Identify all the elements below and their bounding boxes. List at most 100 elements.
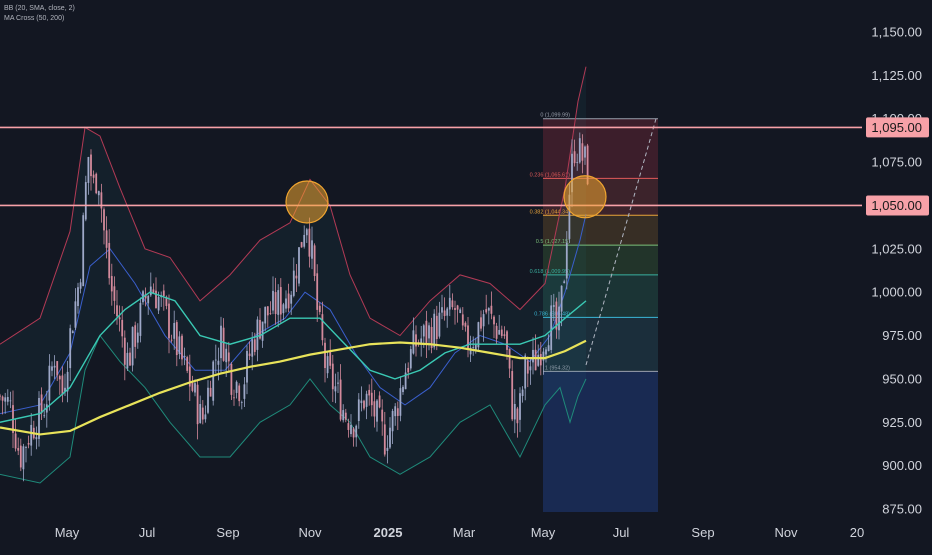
candle-body[interactable] <box>251 339 254 357</box>
candle-body[interactable] <box>272 290 274 311</box>
candle-body[interactable] <box>56 361 59 376</box>
candle-body[interactable] <box>329 351 332 366</box>
candle-body[interactable] <box>212 361 215 401</box>
candle-body[interactable] <box>191 382 194 391</box>
candle-body[interactable] <box>292 270 295 296</box>
candle-body[interactable] <box>480 317 482 329</box>
candle-body[interactable] <box>532 349 534 363</box>
candle-body[interactable] <box>456 305 459 310</box>
candle-body[interactable] <box>441 307 443 313</box>
candle-body[interactable] <box>181 335 183 360</box>
candle-body[interactable] <box>368 389 371 396</box>
candle-body[interactable] <box>578 138 581 163</box>
candle-body[interactable] <box>64 387 66 392</box>
candle-body[interactable] <box>552 305 555 307</box>
candle-body[interactable] <box>207 387 209 413</box>
candle-body[interactable] <box>77 287 79 307</box>
candle-body[interactable] <box>277 290 280 315</box>
candle-body[interactable] <box>376 400 378 422</box>
candle-body[interactable] <box>461 314 464 326</box>
candle-body[interactable] <box>477 322 480 348</box>
candle-body[interactable] <box>534 349 537 371</box>
candle-body[interactable] <box>581 143 584 161</box>
candle-body[interactable] <box>303 234 306 247</box>
candle-body[interactable] <box>131 326 134 366</box>
candle-body[interactable] <box>558 306 560 331</box>
plot-area[interactable]: 0 (1,099.99) 0.236 (1,065.61) 0.382 (1,044… <box>0 66 658 512</box>
candle-body[interactable] <box>204 414 207 420</box>
candle-body[interactable] <box>482 314 485 327</box>
candle-body[interactable] <box>547 345 550 352</box>
candle-body[interactable] <box>30 424 33 446</box>
candle-body[interactable] <box>300 242 303 248</box>
candle-body[interactable] <box>321 314 324 341</box>
candle-body[interactable] <box>282 304 285 314</box>
candle-body[interactable] <box>134 325 137 347</box>
candle-body[interactable] <box>586 145 589 185</box>
candle-body[interactable] <box>311 240 313 259</box>
candle-body[interactable] <box>565 242 568 279</box>
candle-body[interactable] <box>84 182 87 220</box>
candle-body[interactable] <box>152 289 155 294</box>
candle-body[interactable] <box>110 276 113 292</box>
highlight-circle-2[interactable] <box>563 175 607 219</box>
candle-body[interactable] <box>155 290 157 309</box>
candle-body[interactable] <box>425 320 428 343</box>
candle-body[interactable] <box>412 330 415 354</box>
candle-body[interactable] <box>526 360 529 374</box>
highlight-circle-1[interactable] <box>285 180 329 224</box>
candle-body[interactable] <box>240 402 243 403</box>
candle-body[interactable] <box>256 319 259 350</box>
candle-body[interactable] <box>290 294 293 304</box>
candle-body[interactable] <box>503 334 506 336</box>
candle-body[interactable] <box>467 325 469 350</box>
candle-body[interactable] <box>498 330 501 335</box>
candle-body[interactable] <box>123 337 126 365</box>
candle-body[interactable] <box>214 359 217 361</box>
candle-body[interactable] <box>38 397 40 439</box>
candle-body[interactable] <box>35 437 38 440</box>
candle-body[interactable] <box>82 215 85 287</box>
candle-body[interactable] <box>253 339 256 352</box>
candle-body[interactable] <box>508 348 511 369</box>
candle-body[interactable] <box>17 448 20 451</box>
candle-body[interactable] <box>308 228 311 257</box>
candle-body[interactable] <box>337 382 339 384</box>
candle-body[interactable] <box>53 365 56 368</box>
candle-body[interactable] <box>446 308 449 316</box>
candle-body[interactable] <box>92 174 95 178</box>
candle-body[interactable] <box>186 357 189 371</box>
candle-body[interactable] <box>201 407 204 420</box>
candle-body[interactable] <box>469 347 472 355</box>
candle-body[interactable] <box>331 363 334 390</box>
candle-body[interactable] <box>183 355 186 357</box>
candle-body[interactable] <box>147 295 150 304</box>
candle-body[interactable] <box>318 305 321 313</box>
candle-body[interactable] <box>48 365 51 401</box>
candle-body[interactable] <box>464 322 467 327</box>
candle-body[interactable] <box>383 424 386 455</box>
candle-body[interactable] <box>157 297 160 311</box>
candle-body[interactable] <box>287 293 290 309</box>
candle-body[interactable] <box>97 191 100 196</box>
candle-body[interactable] <box>576 162 579 163</box>
candle-body[interactable] <box>199 404 202 423</box>
candle-body[interactable] <box>386 447 389 451</box>
candle-body[interactable] <box>404 372 407 390</box>
candle-body[interactable] <box>402 386 404 393</box>
candle-body[interactable] <box>407 367 410 373</box>
candle-body[interactable] <box>474 343 477 350</box>
time-axis[interactable]: May Jul Sep Nov 2025 Mar May Jul Sep Nov 20 <box>0 522 932 550</box>
candle-body[interactable] <box>40 394 43 414</box>
candle-body[interactable] <box>259 319 261 339</box>
candle-body[interactable] <box>448 297 451 310</box>
candle-body[interactable] <box>378 395 381 408</box>
candle-body[interactable] <box>500 329 503 336</box>
candle-body[interactable] <box>230 364 233 395</box>
candle-body[interactable] <box>4 397 7 402</box>
candle-body[interactable] <box>225 348 228 363</box>
candle-body[interactable] <box>560 285 563 312</box>
candle-body[interactable] <box>113 286 116 301</box>
